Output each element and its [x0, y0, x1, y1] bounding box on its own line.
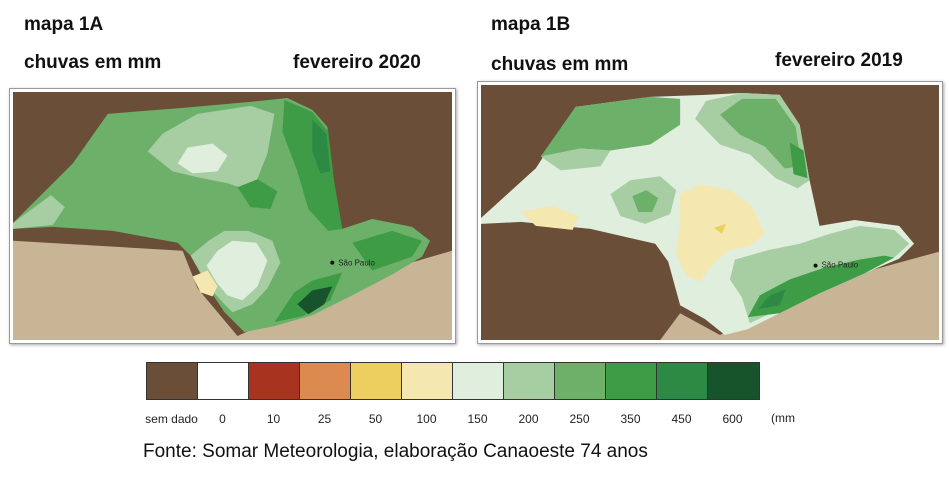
- legend-label: 100: [416, 412, 437, 426]
- rain-zone-250: [540, 96, 681, 157]
- legend-swatch: [249, 363, 300, 399]
- map-b-title: mapa 1B: [491, 14, 571, 35]
- map-a-svg: São Paulo: [13, 92, 452, 340]
- rain-zone-600: [297, 286, 333, 315]
- rain-zone-350: [789, 142, 808, 179]
- sao-paulo-marker: [813, 263, 818, 268]
- legend-swatch: [300, 363, 351, 399]
- ocean: [13, 240, 452, 340]
- legend-label: 450: [671, 412, 692, 426]
- legend-unit: (mm: [771, 411, 795, 425]
- legend-label: 250: [569, 412, 590, 426]
- rain-zone-100: [192, 270, 218, 297]
- legend-label: 25: [317, 412, 332, 426]
- map-a-subtitle: chuvas em mm: [24, 52, 162, 73]
- rain-zone-350: [352, 230, 423, 271]
- legend-color-bar: [146, 362, 760, 400]
- rain-zone-100: [676, 184, 765, 282]
- rain-zone-100: [520, 206, 579, 230]
- legend-swatch: [504, 363, 555, 399]
- legend-label: 10: [266, 412, 281, 426]
- rain-zone-250: [632, 190, 659, 213]
- map-b-period: fevereiro 2019: [775, 50, 903, 71]
- legend-swatch: [606, 363, 657, 399]
- legend-label: sem dado: [145, 412, 198, 426]
- rain-zone-350: [282, 99, 343, 231]
- legend-label: 50: [368, 412, 383, 426]
- rain-zone-450: [312, 119, 331, 174]
- legend-label: 0: [219, 412, 226, 426]
- sao-paulo-label: São Paulo: [338, 259, 375, 268]
- rain-zone-350: [747, 255, 895, 318]
- legend-swatch: [351, 363, 402, 399]
- sao-paulo-label: São Paulo: [822, 261, 859, 270]
- legend-swatch: [657, 363, 708, 399]
- legend-label: 350: [620, 412, 641, 426]
- legend-swatch: [708, 363, 759, 399]
- map-a-title: mapa 1A: [24, 14, 104, 35]
- map-b-subtitle: chuvas em mm: [491, 54, 629, 75]
- rain-zone-50: [713, 223, 726, 234]
- legend-swatch: [147, 363, 198, 399]
- rain-zone-450: [757, 289, 786, 310]
- rain-zone-250: [719, 98, 802, 169]
- legend-swatch: [402, 363, 453, 399]
- rain-zone-200: [540, 148, 611, 171]
- map-b: São Paulo: [477, 81, 943, 344]
- legend-label: 200: [518, 412, 539, 426]
- rain-zone-150: [206, 240, 268, 301]
- rain-zone-150: [177, 143, 228, 174]
- source-caption: Fonte: Somar Meteorologia, elaboração Ca…: [143, 441, 648, 462]
- legend-swatch: [198, 363, 249, 399]
- rain-zone-200: [13, 195, 65, 229]
- legend-swatch: [453, 363, 504, 399]
- map-a: São Paulo: [9, 88, 456, 344]
- rain-zone-350: [237, 179, 278, 210]
- legend-label: 150: [467, 412, 488, 426]
- sao-paulo-marker: [330, 260, 335, 265]
- legend-swatch: [555, 363, 606, 399]
- map-b-svg: São Paulo: [481, 85, 939, 340]
- map-a-period: fevereiro 2020: [293, 52, 421, 73]
- legend-label: 600: [722, 412, 743, 426]
